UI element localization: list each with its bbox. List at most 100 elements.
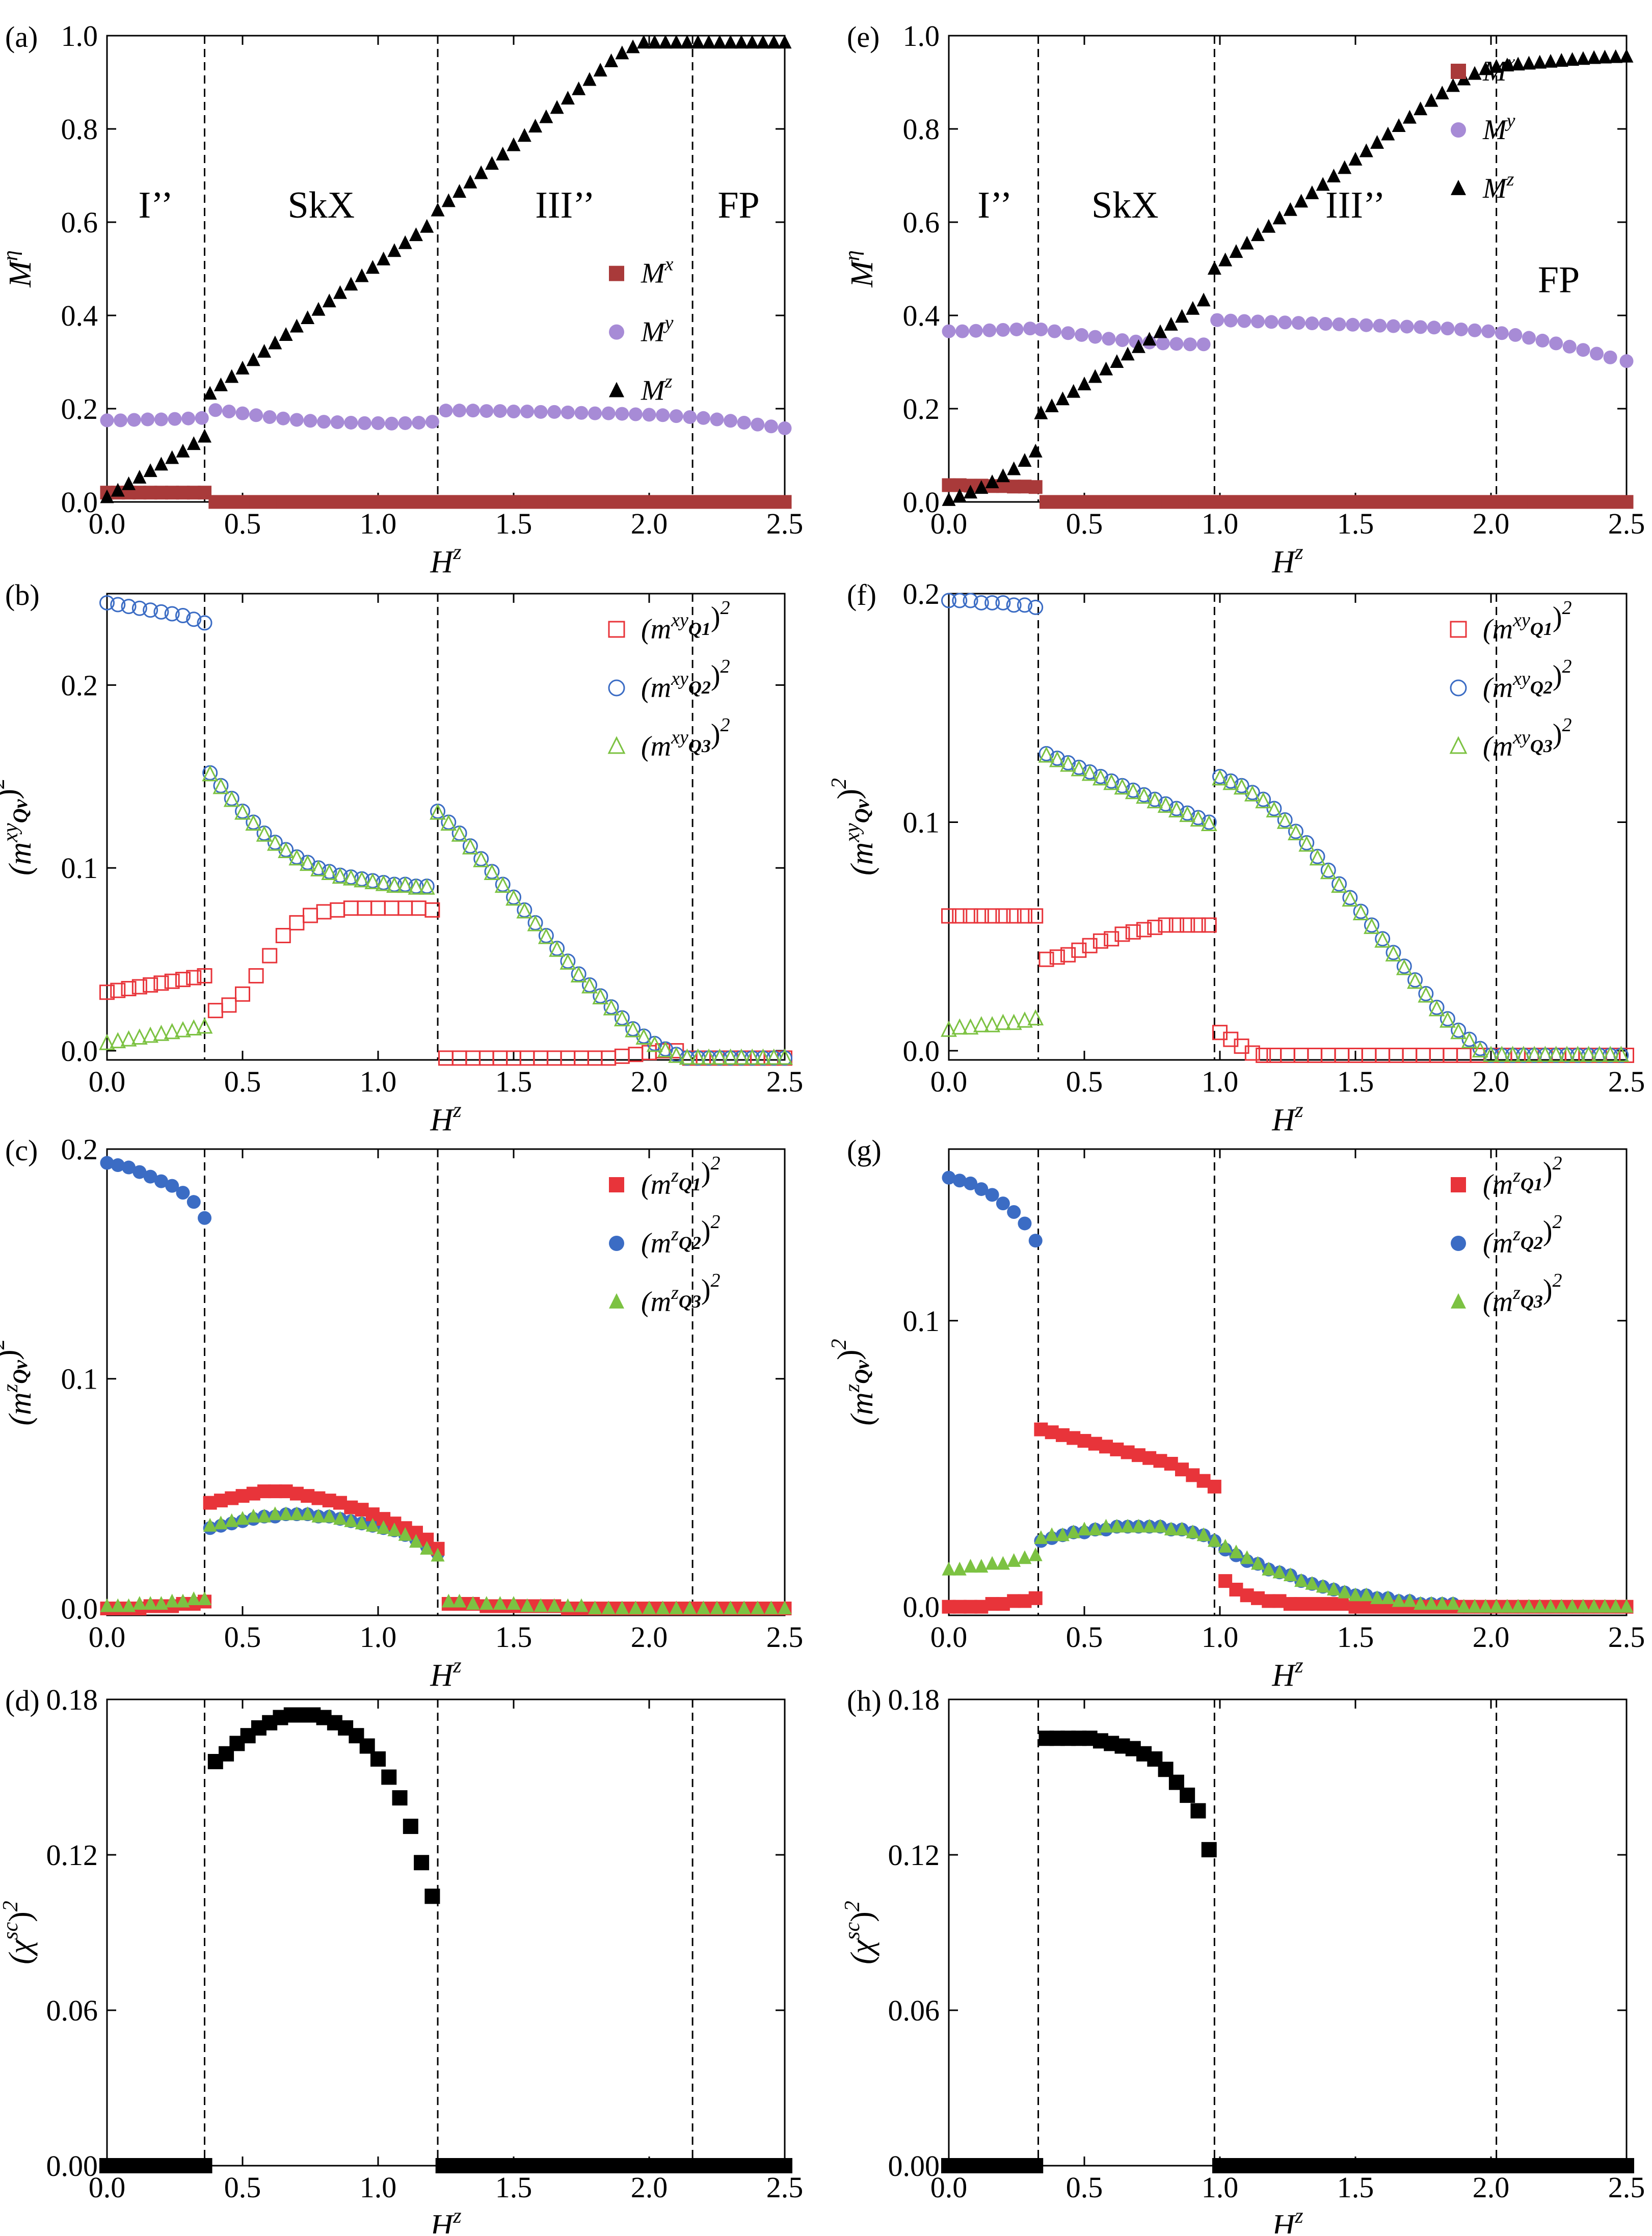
data-point xyxy=(100,1598,114,1612)
legend-label: (mzQ2)2 xyxy=(641,1211,721,1259)
data-point xyxy=(1188,495,1203,509)
y-tick-label: 0.8 xyxy=(61,113,98,146)
data-point xyxy=(1441,322,1455,336)
data-point xyxy=(1468,66,1482,80)
data-point xyxy=(683,410,697,424)
data-point xyxy=(412,415,426,430)
data-point xyxy=(465,1050,481,1066)
legend: Mx My Mz xyxy=(609,254,674,407)
data-point xyxy=(1168,1774,1184,1790)
series-(m^xy_Q1)^2 xyxy=(99,900,792,1066)
data-point xyxy=(493,1596,507,1610)
x-tick-label: 2.5 xyxy=(1608,1620,1645,1654)
data-point xyxy=(267,834,283,851)
data-point xyxy=(408,878,424,895)
y-tick-label: 0.18 xyxy=(46,1683,98,1716)
plot-frame xyxy=(106,1698,786,2167)
data-point xyxy=(628,2158,644,2173)
data-point xyxy=(186,611,202,627)
data-point xyxy=(655,2158,671,2173)
x-tick-label: 1.0 xyxy=(1202,1065,1239,1098)
data-point xyxy=(561,1598,575,1612)
data-point xyxy=(1190,1803,1206,1819)
data-point xyxy=(485,156,499,170)
data-point xyxy=(333,285,348,299)
data-point xyxy=(1580,1046,1597,1062)
data-point xyxy=(1424,1596,1438,1610)
legend-marker xyxy=(1449,736,1468,754)
data-point xyxy=(142,1026,159,1043)
data-point xyxy=(1088,330,1102,344)
data-point xyxy=(111,1598,125,1612)
data-point xyxy=(1067,384,1081,398)
data-point xyxy=(517,128,531,142)
data-point xyxy=(1028,1591,1043,1605)
data-point xyxy=(1392,495,1406,509)
data-point xyxy=(1060,755,1077,772)
y-axis-label: Mη xyxy=(841,250,880,288)
data-point xyxy=(311,1508,326,1523)
x-tick-label: 1.5 xyxy=(495,1620,532,1654)
data-point xyxy=(1342,890,1358,907)
data-point xyxy=(952,908,968,924)
data-point xyxy=(1511,1599,1525,1613)
data-point xyxy=(276,411,290,425)
y-tick-label: 0.6 xyxy=(903,206,940,239)
y-axis-label: (χsc)2 xyxy=(0,1901,38,1964)
data-point xyxy=(601,406,616,420)
data-point xyxy=(1060,947,1076,963)
data-point xyxy=(642,1601,656,1615)
x-tick-label: 2.5 xyxy=(766,1620,804,1654)
data-point xyxy=(1007,461,1021,475)
data-point xyxy=(593,63,607,77)
data-point xyxy=(1250,227,1265,242)
data-point xyxy=(289,318,304,333)
series-M^y xyxy=(100,403,792,435)
data-point xyxy=(398,235,412,249)
data-point xyxy=(440,814,457,831)
data-point xyxy=(493,495,507,509)
data-point xyxy=(955,324,970,338)
x-tick-label: 1.0 xyxy=(1202,1620,1239,1654)
panel-c: 0.0 0.5 1.0 1.5 2.0 2.5 0.0 0.1 0.2 Hz (mzQν)2 (c) (… xyxy=(0,1133,803,1693)
data-point xyxy=(299,855,316,871)
x-axis-label: Hz xyxy=(430,1654,461,1693)
data-point xyxy=(384,900,399,916)
data-point xyxy=(418,878,435,895)
legend-label: Mx xyxy=(1482,51,1515,87)
data-point xyxy=(1294,1597,1309,1611)
data-point xyxy=(984,595,1000,610)
data-point xyxy=(1481,324,1496,338)
data-point xyxy=(1223,313,1238,328)
data-point xyxy=(1543,54,1558,68)
data-point xyxy=(696,1601,710,1615)
data-point xyxy=(642,408,656,422)
data-point xyxy=(1370,135,1384,149)
data-point xyxy=(1276,812,1293,829)
data-point xyxy=(1381,126,1395,141)
data-point xyxy=(588,495,602,509)
data-point xyxy=(1049,949,1065,965)
data-point xyxy=(764,1601,778,1615)
data-point xyxy=(1028,908,1044,924)
data-point xyxy=(964,485,978,499)
data-point xyxy=(778,35,792,49)
data-point xyxy=(279,1506,293,1521)
data-point xyxy=(1283,495,1297,509)
data-point xyxy=(1533,55,1547,69)
data-point xyxy=(1307,2158,1323,2173)
data-point xyxy=(1229,244,1243,258)
legend-label: (mzQ2)2 xyxy=(1483,1211,1562,1259)
data-point xyxy=(683,495,697,509)
data-point xyxy=(1609,1599,1623,1613)
data-point xyxy=(99,595,115,610)
data-point xyxy=(122,1598,136,1612)
data-point xyxy=(528,119,543,132)
data-point xyxy=(588,1601,602,1615)
data-point xyxy=(1136,787,1152,804)
data-point xyxy=(1537,1046,1554,1062)
data-point xyxy=(344,1513,358,1527)
data-point xyxy=(696,411,710,425)
series-M^y xyxy=(942,313,1634,368)
legend-label: Mz xyxy=(641,371,673,407)
